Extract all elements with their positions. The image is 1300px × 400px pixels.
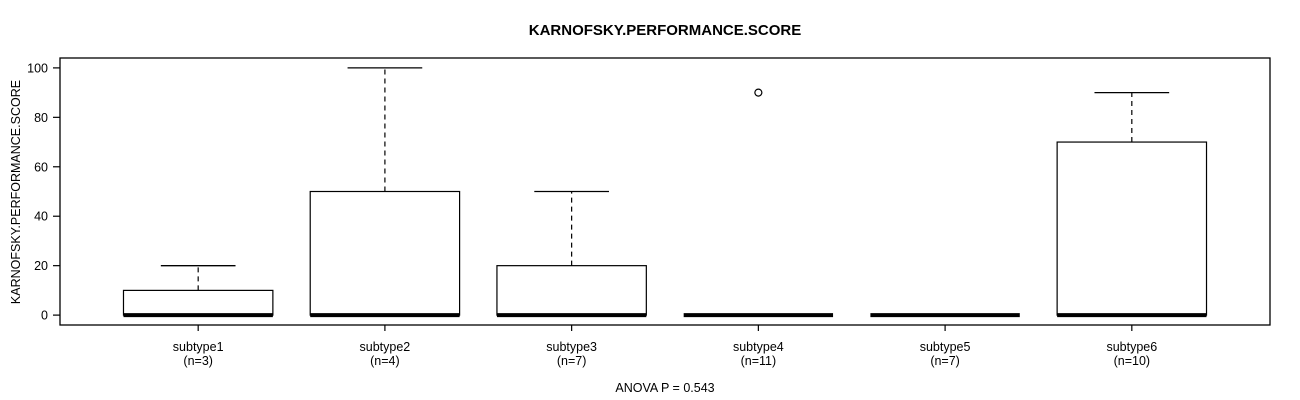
y-axis-tick-label: 60	[34, 160, 48, 174]
y-axis-tick-label: 100	[27, 61, 48, 75]
iqr-box	[496, 265, 647, 316]
x-category-count: (n=11)	[741, 354, 777, 368]
y-axis-label: KARNOFSKY.PERFORMANCE.SCORE	[9, 80, 23, 304]
iqr-box	[122, 289, 274, 316]
x-category-count: (n=3)	[183, 354, 213, 368]
x-category-label: subtype6	[1106, 340, 1157, 354]
iqr-box	[1056, 141, 1208, 316]
x-category-count: (n=7)	[557, 354, 587, 368]
y-axis-tick-label: 40	[34, 210, 48, 224]
x-category-count: (n=7)	[930, 354, 960, 368]
plot-frame	[59, 57, 1271, 326]
x-category-label: subtype4	[733, 340, 784, 354]
x-category-count: (n=4)	[370, 354, 400, 368]
plot-layer: 0 20 40 60 80 100 subtype1(n=3) subtype2(n=4) su…	[27, 57, 1271, 368]
x-category-label: subtype2	[360, 340, 411, 354]
x-category-label: subtype3	[546, 340, 597, 354]
y-axis-tick-label: 80	[34, 111, 48, 125]
y-axis-tick-label: 20	[34, 259, 48, 273]
iqr-box	[309, 190, 461, 316]
chart-title: KARNOFSKY.PERFORMANCE.SCORE	[529, 22, 802, 39]
outlier-point	[754, 88, 763, 97]
anova-annotation: ANOVA P = 0.543	[615, 381, 714, 395]
x-category-count: (n=10)	[1114, 354, 1150, 368]
x-category-label: subtype1	[173, 340, 224, 354]
y-axis-tick-label: 0	[41, 309, 48, 323]
x-category-label: subtype5	[920, 340, 971, 354]
